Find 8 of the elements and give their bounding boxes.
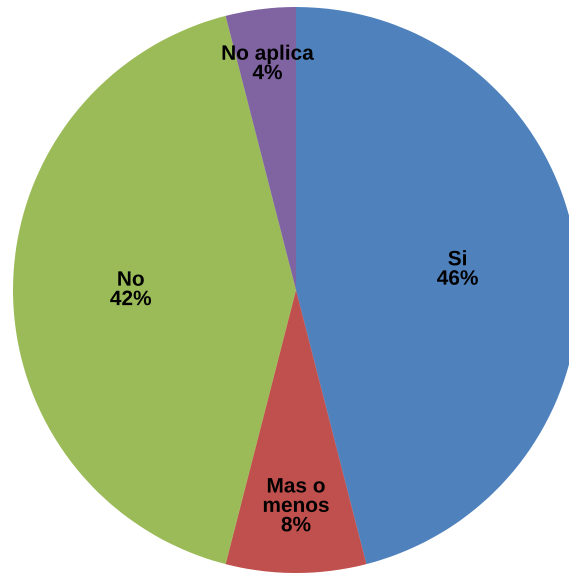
data-label: 42% xyxy=(110,290,152,306)
slice-label: Si xyxy=(448,250,466,266)
data-label: 4% xyxy=(252,64,282,80)
data-label: 46% xyxy=(437,270,478,285)
slice-label: Mas o menos xyxy=(264,478,329,512)
slice-label: No aplica xyxy=(222,44,314,64)
slice-label: No xyxy=(118,271,144,286)
data-label: 8% xyxy=(282,516,311,532)
